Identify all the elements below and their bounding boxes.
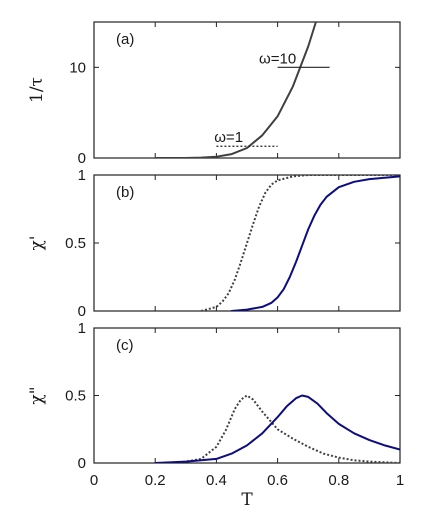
plot-frame bbox=[93, 21, 401, 159]
series-line-solid bbox=[154, 394, 400, 463]
series-line-dotted bbox=[200, 175, 400, 311]
y-tick-label: 0 bbox=[78, 455, 86, 472]
x-tick-label: 0.8 bbox=[328, 472, 349, 489]
panel-c: 0 0.2 0.4 0.6 0.8 1 0 0.5 1 χ" T (c) bbox=[27, 320, 404, 510]
y-tick-label: 1 bbox=[78, 320, 86, 337]
y-axis-label: χ' bbox=[27, 236, 47, 251]
x-tick-label: 0 bbox=[90, 472, 98, 489]
panel-tag: (c) bbox=[116, 337, 134, 354]
panel-tag: (a) bbox=[116, 31, 134, 48]
x-tick-label: 0.4 bbox=[206, 472, 227, 489]
plot-frame bbox=[93, 174, 401, 312]
x-tick-label: 0.2 bbox=[145, 472, 166, 489]
annotation-label: ω=10 bbox=[259, 50, 296, 67]
y-axis-label: 1/τ bbox=[27, 77, 47, 103]
y-tick-label: 0.5 bbox=[65, 388, 86, 405]
y-tick-label: 10 bbox=[69, 59, 86, 76]
panel-b: 0 0.5 1 χ' (b) bbox=[27, 167, 401, 320]
panel-a: 0 10 1/τ (a) ω=10 ω=1 bbox=[27, 21, 401, 167]
y-axis-label: χ" bbox=[27, 386, 47, 404]
series-line-solid bbox=[154, 22, 317, 158]
series-line-dotted bbox=[155, 394, 400, 463]
y-tick-label: 0 bbox=[78, 150, 86, 167]
x-tick-label: 1 bbox=[396, 472, 404, 489]
y-tick-label: 0 bbox=[78, 303, 86, 320]
series-line-solid bbox=[230, 175, 400, 311]
plot-frame bbox=[93, 327, 401, 464]
y-tick-label: 1 bbox=[78, 167, 86, 184]
panel-tag: (b) bbox=[116, 184, 134, 201]
x-axis-label: T bbox=[241, 490, 253, 510]
x-tick-label: 0.6 bbox=[267, 472, 288, 489]
annotation-label: ω=1 bbox=[214, 129, 243, 146]
y-tick-label: 0.5 bbox=[65, 235, 86, 252]
